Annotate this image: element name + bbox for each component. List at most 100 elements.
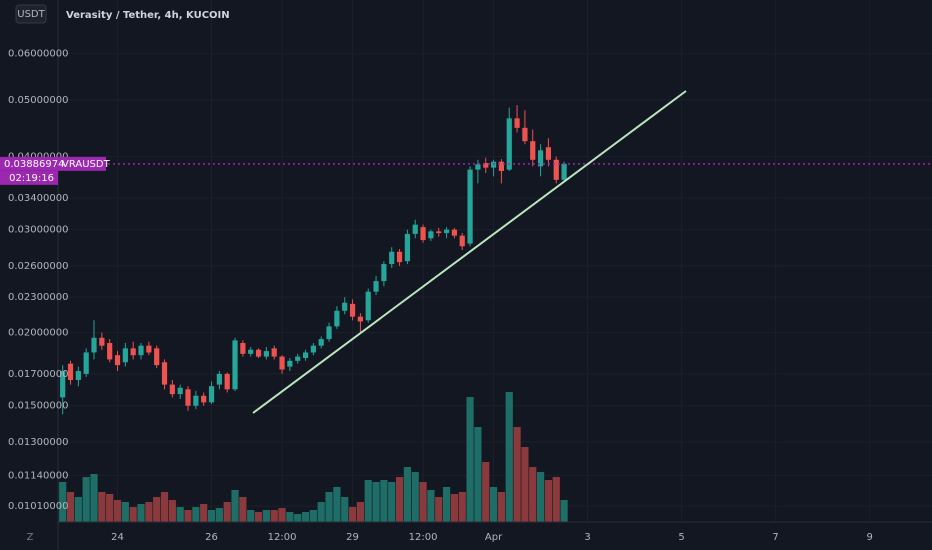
candle-body [334, 310, 340, 327]
volume-bar [513, 427, 521, 522]
candle-body [302, 352, 309, 359]
axes: 0.060000000.050000000.040000000.03400000… [0, 49, 873, 543]
candle-body [498, 161, 505, 171]
candle-body [349, 303, 356, 317]
candle-body [396, 251, 403, 263]
volume-bar [317, 502, 325, 522]
candle-body [545, 147, 552, 160]
scale-button[interactable]: Z [27, 532, 34, 543]
candle-body [428, 231, 434, 239]
candle-body [389, 251, 395, 265]
candle-body [216, 373, 222, 385]
volume-bar [544, 480, 553, 522]
candle-body [146, 345, 152, 353]
candle-body [248, 349, 254, 354]
volume-bar [74, 497, 82, 522]
volume-bar [529, 467, 537, 522]
candle-body [490, 161, 497, 168]
volume-bar [270, 510, 278, 522]
volume-bar [106, 494, 114, 522]
volume-bar [286, 512, 294, 522]
volume-bar [497, 492, 506, 522]
volume-bar [294, 514, 302, 522]
y-tick-label: 0.01500000 [8, 401, 68, 412]
candle-body [91, 337, 97, 353]
candle-body [436, 231, 442, 234]
volume-bar [121, 502, 129, 522]
x-tick-label: 12:00 [409, 532, 438, 543]
volume-bar [560, 500, 568, 522]
currency-button[interactable] [15, 4, 47, 24]
candle-body [537, 150, 544, 167]
y-tick-label: 0.02300000 [8, 292, 68, 303]
volume-bar [521, 447, 529, 522]
candle-body [99, 337, 105, 346]
candle-body [475, 164, 481, 170]
volume-bar [184, 510, 192, 522]
candle-body [232, 340, 238, 390]
y-tick-label: 0.02600000 [8, 261, 68, 272]
volume-bar [341, 497, 349, 522]
volume-bar [223, 502, 231, 522]
symbol: VRAUSDT [62, 159, 111, 170]
volume-bar [466, 397, 474, 522]
volume-bar [442, 487, 451, 522]
candle-body [420, 227, 426, 241]
volume-bar [262, 510, 270, 522]
volume-bar [364, 480, 372, 522]
y-tick-label: 0.03000000 [8, 225, 68, 236]
volume-bar [98, 492, 106, 522]
countdown-box [0, 170, 58, 185]
x-tick-label: 26 [205, 532, 218, 543]
candle-body [60, 370, 66, 398]
volume-bar [247, 510, 255, 522]
candle-body [83, 352, 89, 374]
volume-bar [411, 472, 419, 522]
volume-bar [427, 490, 435, 522]
candle-body [107, 343, 113, 360]
volume-bar [200, 504, 208, 522]
candle-body [412, 224, 418, 234]
candle-body [295, 356, 301, 361]
volume-bar [450, 494, 459, 522]
volume-bar [145, 502, 153, 522]
volume-bar [458, 492, 466, 522]
candle-body [224, 373, 230, 390]
candle-body [201, 395, 207, 403]
candle-body [522, 127, 528, 142]
volume-bar [129, 507, 137, 522]
volume-bar [66, 492, 75, 522]
candle-body [177, 387, 183, 395]
volume-bar [254, 512, 263, 522]
volume-bar [215, 508, 223, 522]
candle-body [154, 348, 160, 366]
y-tick-label: 0.01010000 [8, 501, 68, 512]
candle-body [114, 355, 121, 366]
volume-bar [176, 507, 184, 522]
price-label-box [0, 156, 106, 171]
candle-body [373, 281, 379, 292]
volume-bar [348, 507, 357, 522]
volume-bar [372, 482, 380, 522]
candle-body [279, 356, 285, 370]
candle-body [67, 363, 74, 380]
trend-line[interactable] [252, 90, 687, 414]
volume-bar [207, 510, 216, 522]
x-tick-label: 3 [584, 532, 590, 543]
volume-bar [333, 487, 341, 522]
volume-bar [536, 472, 545, 522]
volume-bar [395, 477, 404, 522]
volume-bar [192, 507, 200, 522]
countdown: 02:19:16 [9, 173, 54, 184]
candle-body [506, 118, 512, 170]
candle-body [130, 348, 136, 356]
x-tick-label: 7 [772, 532, 778, 543]
marks [58, 105, 932, 522]
candle-body [443, 229, 450, 234]
volume-bar [153, 497, 161, 522]
y-tick-label: 0.01300000 [8, 437, 68, 448]
candle-body [185, 389, 191, 406]
candle-body [255, 349, 262, 357]
